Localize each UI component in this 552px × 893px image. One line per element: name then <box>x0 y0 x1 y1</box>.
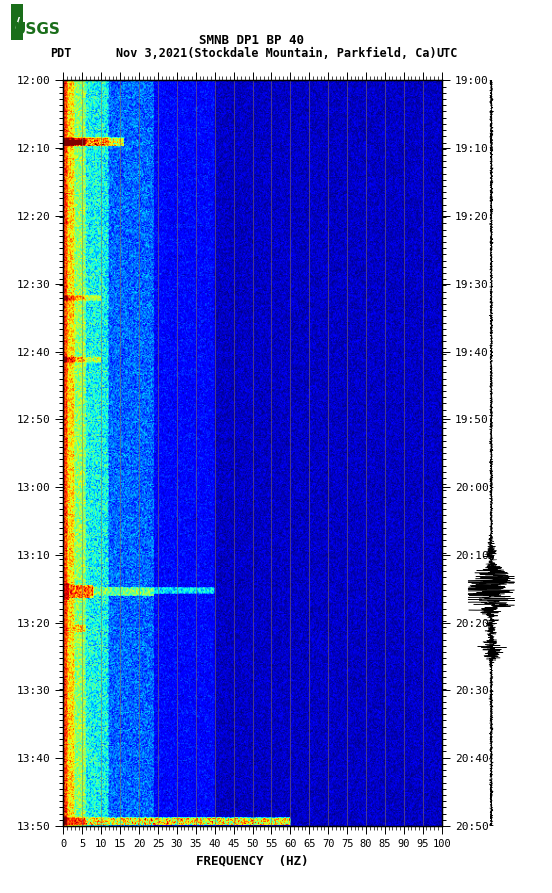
Text: SMNB DP1 BP 40: SMNB DP1 BP 40 <box>199 34 304 46</box>
Text: UTC: UTC <box>436 47 458 60</box>
Text: Nov 3,2021(Stockdale Mountain, Parkfield, Ca): Nov 3,2021(Stockdale Mountain, Parkfield… <box>116 47 437 60</box>
FancyBboxPatch shape <box>11 4 23 40</box>
X-axis label: FREQUENCY  (HZ): FREQUENCY (HZ) <box>197 855 309 868</box>
Text: USGS: USGS <box>14 22 61 38</box>
Text: /: / <box>14 15 20 29</box>
Text: PDT: PDT <box>50 47 71 60</box>
